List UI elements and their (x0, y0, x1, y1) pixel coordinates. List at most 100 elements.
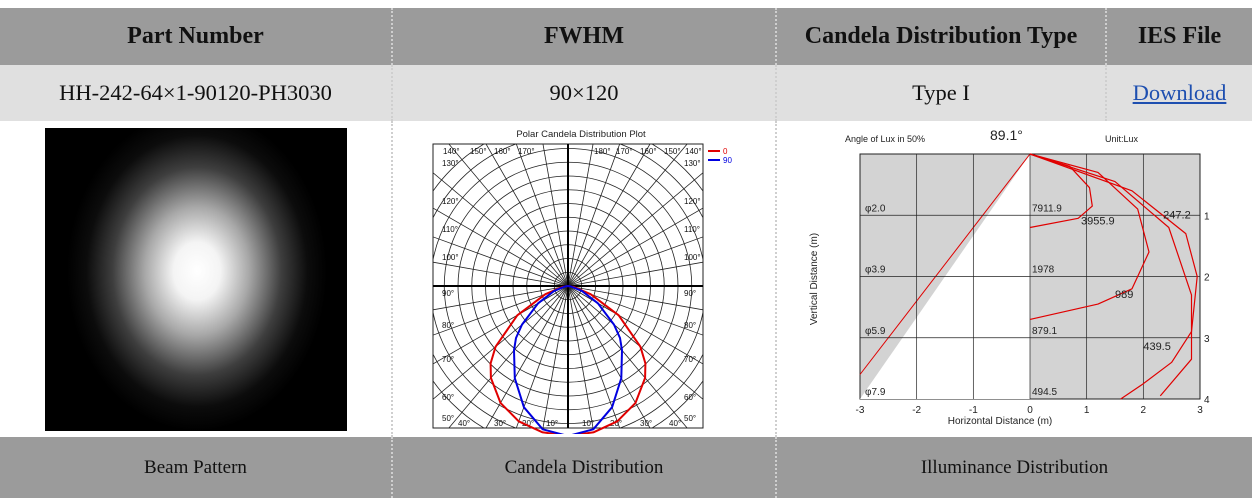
download-link[interactable]: Download (1132, 80, 1227, 105)
illum-contour (1029, 153, 1150, 320)
polar-grid-spoke (433, 172, 569, 287)
polar-grid-spoke (567, 285, 703, 311)
polar-angle-labels: 140° 150° 160° 170° 130° 120° 110° 100° 90° 80° 70… (442, 147, 702, 428)
polar-grid-spoke (567, 236, 703, 287)
polar-angle-label: 120° (684, 197, 701, 206)
polar-angle-label: 140° (443, 147, 460, 156)
illum-center-lux-label: 879.1 (1032, 326, 1057, 337)
polar-grid-spoke (567, 285, 688, 428)
image-row: Polar Candela Distribution Plot 140° 150°… (0, 121, 1252, 437)
polar-angle-label: 120° (442, 197, 459, 206)
fwhm-value: 90×120 (392, 65, 777, 121)
polar-grid-spoke (542, 144, 569, 287)
polar-angle-label: 90° (442, 289, 454, 298)
polar-grid (433, 144, 703, 428)
polar-grid-spoke (567, 285, 594, 428)
polar-chart-title: Polar Candela Distribution Plot (516, 129, 646, 140)
illum-contour (1029, 153, 1198, 400)
polar-angle-label: 10° (582, 419, 594, 428)
polar-angle-label: 70° (442, 355, 454, 364)
illum-contour-label: 989 (1115, 289, 1133, 301)
polar-angle-label: 170° (616, 147, 633, 156)
polar-grid-spoke (515, 285, 569, 428)
polar-angle-label: 150° (470, 147, 487, 156)
beam-pattern-image (44, 127, 347, 431)
illum-center-lux-label: 494.5 (1032, 387, 1057, 398)
header-row: Part Number FWHM Candela Distribution Ty… (0, 8, 1252, 65)
illum-diameter-label: φ3.9 (865, 265, 886, 276)
polar-angle-label: 10° (546, 419, 558, 428)
polar-angle-label: 60° (684, 393, 696, 402)
polar-grid-spoke (567, 144, 621, 287)
polar-candela-chart: Polar Candela Distribution Plot 140° 150°… (432, 129, 732, 434)
illum-y-tick: 4 (1204, 395, 1210, 406)
polar-angle-label: 130° (442, 159, 459, 168)
polar-angle-label: 40° (458, 419, 470, 428)
polar-angle-label: 100° (442, 253, 459, 262)
header-part-number: Part Number (0, 8, 393, 65)
illum-angle-value: 89.1° (990, 127, 1023, 143)
polar-grid-spoke (433, 285, 569, 311)
polar-grid-spoke (433, 207, 569, 287)
polar-grid-spoke (433, 236, 569, 287)
polar-grid-spoke (567, 207, 703, 287)
polar-grid-spoke (567, 285, 703, 336)
illum-chart-title: Angle of Lux in 50% (845, 134, 925, 144)
polar-grid-spoke (542, 285, 569, 428)
polar-angle-label: 160° (640, 147, 657, 156)
caption-illuminance-distribution: Illuminance Distribution (776, 437, 1252, 498)
polar-angle-label: 50° (684, 414, 696, 423)
polar-angle-label: 90° (684, 289, 696, 298)
polar-angle-label: 30° (494, 419, 506, 428)
illum-y-tick: 3 (1204, 334, 1210, 345)
ies-cell: Download (1106, 65, 1252, 121)
polar-angle-label: 20° (522, 419, 534, 428)
polar-series-0 (489, 285, 647, 434)
illuminance-chart: Angle of Lux in 50% 89.1° Unit:Lux -3 -2 -… (809, 127, 1210, 427)
polar-angle-label: 60° (442, 393, 454, 402)
polar-grid-spoke (485, 144, 569, 287)
illum-y-axis-label: Vertical Distance (m) (809, 233, 820, 325)
polar-grid-spoke (448, 285, 569, 428)
polar-angle-label: 140° (685, 147, 702, 156)
header-ies-file: IES File (1106, 8, 1252, 65)
polar-series-90 (513, 285, 623, 434)
illum-contour-label: 3955.9 (1081, 215, 1115, 227)
illum-diameter-label: φ2.0 (865, 203, 886, 214)
polar-angle-label: 180° (594, 147, 611, 156)
candela-distribution-cell: Polar Candela Distribution Plot 140° 150°… (392, 121, 777, 437)
polar-grid-spoke (448, 144, 569, 287)
polar-angle-label: 110° (442, 225, 458, 234)
illuminance-distribution-cell: Angle of Lux in 50% 89.1° Unit:Lux -3 -2 -… (776, 121, 1252, 437)
illum-x-tick: 1 (1083, 405, 1089, 416)
polar-grid-spoke (567, 144, 651, 287)
polar-angle-label: 40° (669, 419, 681, 428)
polar-angle-label: 110° (684, 225, 700, 234)
polar-angle-label: 80° (442, 321, 454, 330)
illum-x-axis-label: Horizontal Distance (m) (947, 416, 1051, 427)
illum-x-tick: -2 (912, 405, 921, 416)
polar-grid-spoke (567, 144, 594, 287)
header-fwhm: FWHM (392, 8, 777, 65)
illum-contour-label: 439.5 (1143, 341, 1171, 353)
polar-grid-spoke (567, 172, 703, 287)
polar-angle-label: 130° (684, 159, 701, 168)
caption-candela-distribution: Candela Distribution (392, 437, 777, 498)
polar-grid-spoke (567, 285, 703, 400)
polar-angle-label: 30° (640, 419, 652, 428)
illum-y-tick: 2 (1204, 273, 1210, 284)
polar-angle-label: 70° (684, 355, 696, 364)
polar-angle-label: 170° (518, 147, 535, 156)
header-candela-type: Candela Distribution Type (776, 8, 1107, 65)
polar-angle-label: 100° (684, 253, 701, 262)
illum-x-tick: 2 (1140, 405, 1146, 416)
spec-table: Part Number FWHM Candela Distribution Ty… (0, 8, 1252, 498)
illum-contour-label: 247.2 (1163, 209, 1191, 221)
polar-grid-spoke (433, 261, 569, 287)
legend-label-0: 0 (723, 147, 728, 156)
polar-angle-label: 50° (442, 414, 454, 423)
polar-angle-label: 80° (684, 321, 696, 330)
polar-curves (489, 285, 647, 434)
part-number-value: HH-242-64×1-90120-PH3030 (0, 65, 393, 121)
